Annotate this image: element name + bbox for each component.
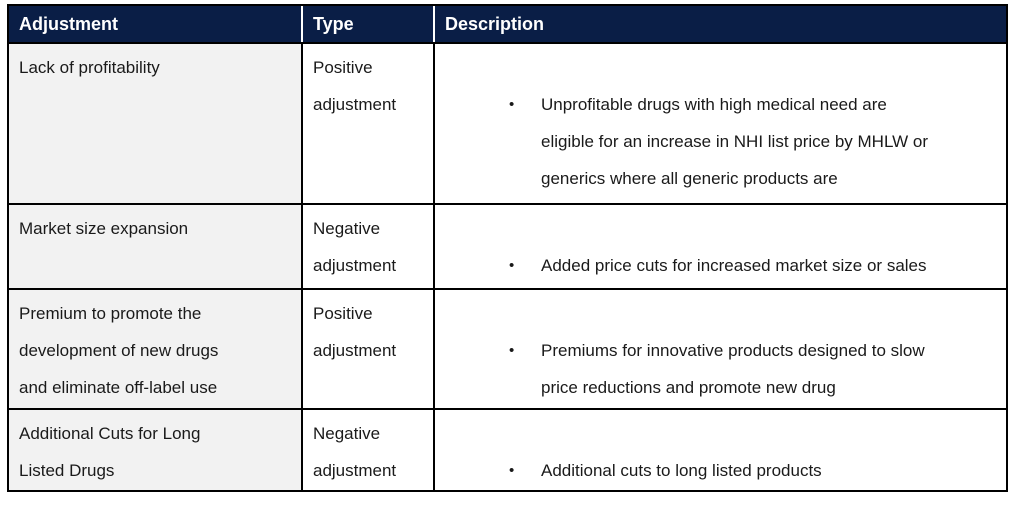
type-cell: Positive adjustment [303,44,435,203]
adjustment-cell: Additional Cuts for Long Listed Drugs [9,410,303,490]
bullet-icon: • [509,257,515,274]
description-bullet-item: • Unprofitable drugs with high medical n… [435,86,1000,203]
bullet-text: Additional cuts to long listed products [541,461,822,480]
bullet-icon: • [509,462,515,479]
description-cell: • Additional cuts to long listed product… [435,410,1006,490]
description-bullet-item: • Added price cuts for increased market … [435,247,1000,288]
bullet-text: Added price cuts for increased market si… [541,256,927,275]
table-row: Additional Cuts for Long Listed Drugs Ne… [9,408,1006,490]
table-header-row: Adjustment Type Description [9,6,1006,42]
description-cell: • Premiums for innovative products desig… [435,290,1006,408]
bullet-text: Premiums for innovative products designe… [541,341,925,397]
adjustment-cell: Lack of profitability [9,44,303,203]
description-cell: • Added price cuts for increased market … [435,205,1006,288]
type-cell: Positive adjustment [303,290,435,408]
description-bullet-item: • Additional cuts to long listed product… [435,452,1000,489]
column-header-type: Type [303,6,435,42]
bullet-icon: • [509,342,515,359]
table-row: Premium to promote the development of ne… [9,288,1006,408]
description-cell: • Unprofitable drugs with high medical n… [435,44,1006,203]
column-header-description: Description [445,13,545,34]
table-row: Lack of profitability Positive adjustmen… [9,42,1006,203]
description-bullet-item: • Premiums for innovative products desig… [435,332,1000,408]
adjustment-cell: Premium to promote the development of ne… [9,290,303,408]
bullet-icon: • [509,96,515,113]
table-row: Market size expansion Negative adjustmen… [9,203,1006,288]
type-cell: Negative adjustment [303,410,435,490]
column-header-adjustment: Adjustment [9,6,303,42]
type-cell: Negative adjustment [303,205,435,288]
bullet-text: Unprofitable drugs with high medical nee… [541,95,929,188]
adjustments-table: Adjustment Type Description Lack of prof… [7,4,1008,492]
adjustment-cell: Market size expansion [9,205,303,288]
